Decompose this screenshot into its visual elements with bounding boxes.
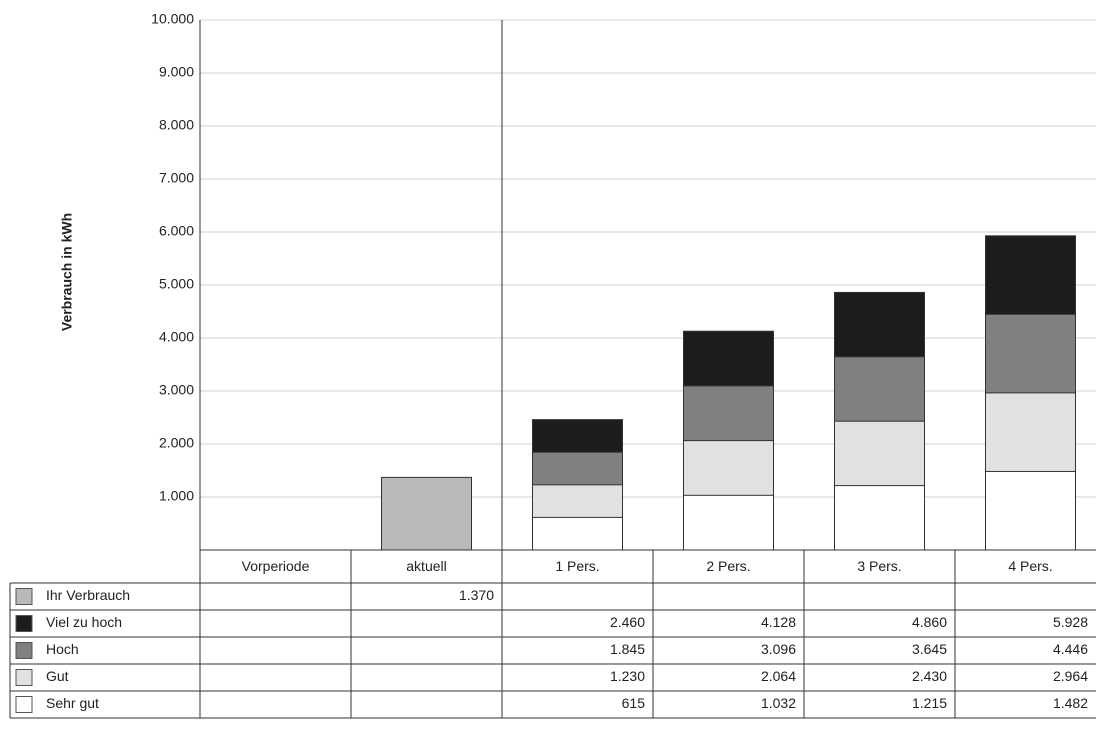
x-tick-label: 2 Pers. (706, 558, 750, 574)
y-tick-label: 8.000 (159, 117, 194, 133)
data-label: 1.032 (761, 695, 796, 711)
data-label: 1.215 (912, 695, 947, 711)
legend-swatch (15, 696, 33, 713)
x-tick-label: 4 Pers. (1008, 558, 1052, 574)
bar (985, 470, 1076, 551)
legend-label: Viel zu hoch (46, 614, 122, 630)
x-tick-label: 3 Pers. (857, 558, 901, 574)
y-tick-label: 5.000 (159, 276, 194, 292)
data-label: 1.230 (610, 668, 645, 684)
data-label: 4.446 (1053, 641, 1088, 657)
y-axis-label: Verbrauch in kWh (59, 213, 75, 331)
legend-swatch (15, 615, 33, 632)
bar (381, 476, 472, 551)
y-tick-label: 3.000 (159, 382, 194, 398)
data-label: 5.928 (1053, 614, 1088, 630)
x-tick-label: Vorperiode (242, 558, 310, 574)
data-label: 2.064 (761, 668, 796, 684)
legend-swatch (15, 669, 33, 686)
data-label: 1.482 (1053, 695, 1088, 711)
y-tick-label: 9.000 (159, 64, 194, 80)
data-label: 1.370 (459, 587, 494, 603)
bar (683, 494, 774, 551)
y-tick-label: 10.000 (151, 11, 194, 27)
bar (834, 485, 925, 551)
legend-swatch (15, 642, 33, 659)
data-label: 4.860 (912, 614, 947, 630)
bar (532, 516, 623, 551)
data-label: 2.430 (912, 668, 947, 684)
y-tick-label: 4.000 (159, 329, 194, 345)
x-tick-label: aktuell (406, 558, 446, 574)
legend-label: Hoch (46, 641, 79, 657)
data-label: 2.964 (1053, 668, 1088, 684)
data-label: 3.096 (761, 641, 796, 657)
legend-swatch (15, 588, 33, 605)
data-label: 2.460 (610, 614, 645, 630)
legend-label: Gut (46, 668, 69, 684)
x-tick-label: 1 Pers. (555, 558, 599, 574)
data-label: 3.645 (912, 641, 947, 657)
y-tick-label: 2.000 (159, 435, 194, 451)
y-tick-label: 1.000 (159, 488, 194, 504)
y-tick-label: 7.000 (159, 170, 194, 186)
y-tick-label: 6.000 (159, 223, 194, 239)
data-label: 1.845 (610, 641, 645, 657)
legend-label: Sehr gut (46, 695, 99, 711)
data-label: 615 (622, 695, 646, 711)
legend-label: Ihr Verbrauch (46, 587, 130, 603)
data-label: 4.128 (761, 614, 796, 630)
